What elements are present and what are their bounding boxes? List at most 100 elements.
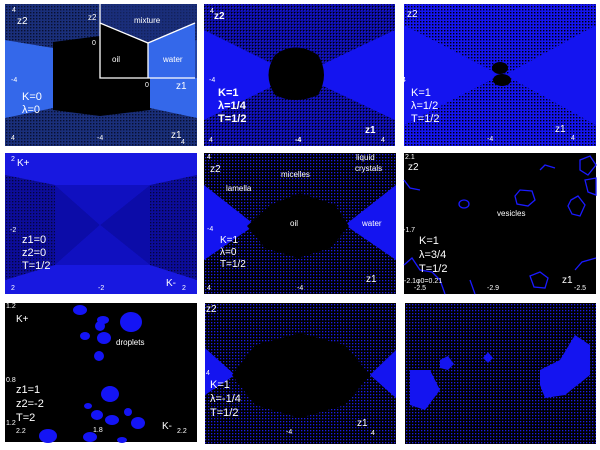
inset-axis-z2: z2 — [88, 13, 97, 22]
param-label: K=1 — [218, 87, 239, 99]
volume-fraction-note: φ0=0.21 — [416, 278, 443, 285]
tick-label: 4 — [181, 139, 185, 146]
oil-region — [247, 193, 349, 258]
panel-3 — [404, 4, 596, 146]
region-label-crystals: crystals — [355, 164, 383, 173]
axis-label-k-minus: K- — [166, 278, 176, 289]
tick-label: -4 — [297, 285, 304, 292]
region-label-water: water — [163, 55, 183, 64]
param-label: λ=-1/4 — [210, 393, 241, 405]
inset-phase-boundaries — [99, 4, 196, 79]
region-label-water: water — [362, 219, 382, 228]
region-label-droplets: droplets — [116, 338, 145, 347]
tick-label: -2.9 — [487, 285, 500, 292]
axis-label-z1: z1 — [555, 124, 566, 135]
inset-zero: 0 — [145, 82, 149, 89]
tick-label: 4 — [571, 135, 575, 142]
region-label-vesicles: vesicles — [497, 209, 526, 218]
tick-label: -4 — [209, 77, 216, 84]
tick-label: 2.1 — [405, 154, 415, 161]
axis-label-z2: z2 — [407, 9, 418, 20]
tick-label: -4 — [487, 136, 494, 143]
region-label-micelles: micelles — [281, 170, 310, 179]
tick-label: 4 — [381, 137, 385, 144]
tick-label: 2 — [11, 285, 15, 292]
param-label: T=1/2 — [210, 407, 239, 419]
region-label-mixture: mixture — [134, 16, 161, 25]
axis-label-z2: z2 — [206, 304, 217, 315]
param-label: λ=1/4 — [218, 100, 246, 112]
tick-label: 2.2 — [177, 428, 187, 435]
tick-label: -2.5 — [574, 285, 587, 292]
inset-zero: 0 — [92, 40, 96, 47]
panel-5 — [204, 153, 396, 294]
param-label: K=1 — [411, 87, 431, 99]
param-label: z2=0 — [22, 247, 47, 259]
param-label: z1=1 — [16, 384, 41, 396]
tick-label: 1.8 — [93, 427, 103, 434]
oil-region — [232, 333, 370, 418]
tick-label: 4 — [207, 285, 211, 292]
tick-label: -4 — [295, 137, 302, 144]
tick-label: 4 — [210, 8, 214, 15]
param-label: K=1 — [419, 235, 439, 247]
param-label: T=1/2 — [220, 259, 246, 270]
tick-label: 1.2 — [6, 303, 16, 310]
param-label: T=1/2 — [22, 260, 51, 272]
param-label: λ=1/2 — [411, 100, 439, 112]
water-region-left — [5, 40, 53, 118]
tick-label: 4 — [402, 77, 406, 84]
tick-label: -1.7 — [403, 227, 416, 234]
panel-6 — [403, 153, 597, 295]
tick-label: -2 — [98, 285, 105, 292]
region-label-lamella: lamella — [226, 184, 252, 193]
param-label: λ=3/4 — [419, 249, 447, 261]
panel-1 — [5, 4, 197, 146]
panel-8 — [205, 303, 396, 444]
axis-label-z2: z2 — [210, 164, 221, 175]
region-label-liquid: liquid — [356, 153, 375, 162]
tick-label: -4 — [97, 135, 104, 142]
panel-7 — [5, 303, 197, 443]
tick-label: 4 — [11, 135, 15, 142]
tick-label: -4 — [207, 226, 214, 233]
param-label: z1=0 — [22, 234, 47, 246]
water-region-right — [345, 185, 396, 260]
param-label: λ=0 — [22, 104, 41, 116]
axis-label-z1: z1 — [357, 418, 368, 429]
axis-label-k-plus: K+ — [16, 314, 29, 325]
param-label: λ=0 — [220, 247, 237, 258]
tick-label: 4 — [371, 430, 375, 437]
tick-label: 4 — [12, 7, 16, 14]
panel-4 — [5, 153, 197, 294]
panel-2 — [204, 4, 395, 146]
param-label: T=1/2 — [218, 113, 247, 125]
tick-label: 2 — [182, 285, 186, 292]
param-label: T=2 — [16, 412, 36, 424]
tick-label: -2.5 — [414, 285, 427, 292]
param-label: K=1 — [210, 379, 230, 391]
tick-label: 4 — [209, 137, 213, 144]
param-label: K=0 — [22, 91, 42, 103]
param-label: T=1/2 — [411, 113, 440, 125]
vesicle-outlines — [403, 155, 597, 295]
tick-label: -4 — [286, 429, 293, 436]
region-label-oil: oil — [112, 55, 121, 64]
axis-label-z2: z2 — [17, 16, 28, 27]
axis-label-z1: z1 — [365, 125, 376, 136]
param-label: T=1/2 — [419, 263, 448, 275]
tick-label: 2.2 — [16, 428, 26, 435]
tick-label: 0.8 — [6, 377, 16, 384]
axis-label-z2: z2 — [214, 11, 225, 22]
water-region-left — [204, 185, 255, 260]
axis-label-k-minus: K- — [162, 421, 172, 432]
tick-label: 4 — [206, 370, 210, 377]
axis-label-z2: z2 — [408, 162, 419, 173]
inset-axis-z1: z1 — [176, 81, 187, 92]
region-label-oil: oil — [290, 219, 299, 228]
axis-label-z1: z1 — [171, 130, 182, 141]
tick-label: -2.1 — [404, 278, 417, 285]
axis-label-z1: z1 — [366, 274, 377, 285]
droplets — [39, 305, 145, 443]
